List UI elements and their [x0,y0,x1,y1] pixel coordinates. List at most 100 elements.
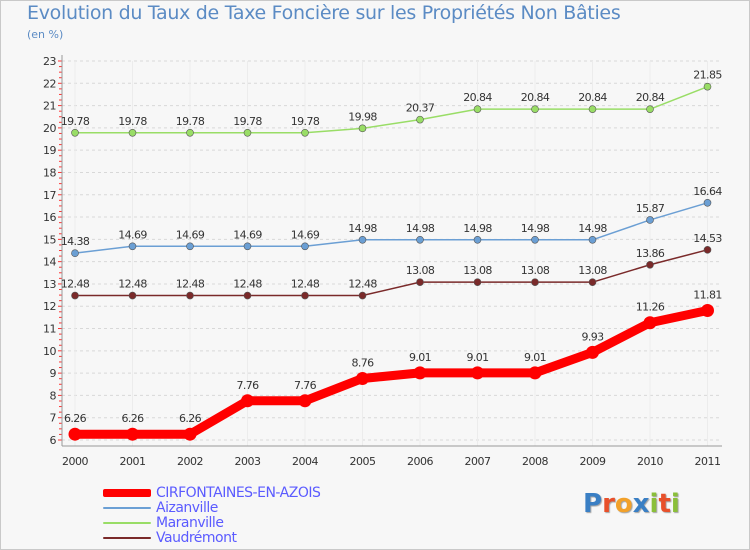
x-tick-label: 2003 [235,455,261,468]
y-tick-label: 16 [43,211,56,224]
y-tick-label: 14 [43,256,56,269]
data-point [358,291,367,300]
logo-letter: x [632,489,650,519]
data-label: 14.53 [693,232,722,245]
data-label: 6.26 [179,412,202,425]
y-tick-label: 6 [50,434,57,447]
legend-label: Maranville [156,515,224,531]
data-point [186,128,194,137]
data-point [128,242,137,251]
x-tick-label: 2002 [177,455,203,468]
data-point [473,105,482,113]
data-label: 20.84 [463,91,492,104]
logo-letter: i [670,489,680,519]
data-point [71,291,79,300]
data-label: 14.69 [233,228,262,241]
data-label: 14.98 [348,222,377,235]
y-tick-label: 10 [43,345,56,358]
data-label: 12.48 [118,278,147,291]
data-label: 14.69 [176,228,205,241]
x-tick-label: 2000 [62,455,88,468]
data-point [301,128,309,137]
data-label: 9.01 [409,351,431,364]
data-point [646,260,654,269]
data-label: 14.69 [118,228,147,241]
data-point [243,291,252,300]
data-label: 14.98 [578,222,607,235]
data-label: 12.48 [233,278,262,291]
series [68,82,714,441]
y-tick-label: 20 [43,122,56,135]
data-point [531,278,539,286]
y-tick-label: 23 [43,55,56,68]
x-tick-label: 2007 [465,455,491,468]
series-line-aizanville [74,202,709,254]
series-line-maranville [74,85,709,134]
logo-letter: t [658,489,671,519]
y-tick-label: 19 [43,144,56,157]
data-point [531,105,539,113]
data-labels: 6.26 6.26 6.26 7.76 7.76 8.76 9.01 9.01 9.01 9.93… [61,69,723,426]
data-label: 20.84 [521,91,550,104]
x-tick-label: 2001 [120,455,146,468]
data-point [356,371,369,385]
data-point [413,366,427,380]
data-point [128,291,137,300]
chart-title: Evolution du Taux de Taxe Foncière sur l… [27,2,621,24]
data-point [643,316,657,330]
data-point [358,235,367,244]
data-point [71,128,79,137]
y-tick-label: 8 [50,389,57,402]
legend-swatch [103,537,151,539]
data-point [528,366,542,380]
data-label: 9.01 [466,351,488,364]
data-point [588,235,597,244]
data-point [416,115,424,124]
data-label: 12.48 [176,278,205,291]
x-tick-label: 2004 [292,455,318,468]
data-label: 14.98 [406,222,435,235]
proxiti-logo: Proxiti [583,489,680,519]
data-point [186,291,194,300]
data-point [473,235,482,244]
x-tick-label: 2008 [522,455,548,468]
data-point [183,427,197,441]
data-label: 8.76 [351,356,374,369]
data-label: 19.98 [348,110,377,123]
data-label: 16.64 [693,185,722,198]
series-line-cirfontaines-en-azois [70,305,712,439]
y-tick-label: 18 [43,166,56,179]
data-label: 14.69 [291,228,320,241]
data-point [473,278,482,286]
data-point [243,242,252,251]
data-label: 7.76 [236,379,259,392]
y-tick-label: 21 [43,100,56,113]
legend-swatch [103,522,151,524]
logo-letter: r [602,489,615,519]
y-tick-label: 15 [43,233,56,246]
data-point [298,394,312,408]
data-label: 9.93 [581,330,604,343]
x-tick-label: 2010 [637,455,663,468]
x-tick-label: 2011 [695,455,721,468]
data-label: 7.76 [294,379,317,392]
data-point [646,105,654,113]
data-label: 20.84 [636,91,665,104]
logo-letter: i [649,489,659,519]
data-point [68,427,82,441]
y-tick-label: 7 [50,412,57,425]
data-point [301,291,309,300]
legend-label: Aizanville [156,500,218,516]
logo-letter: P [583,489,603,519]
axes: 6 7 8 9 10 11 12 13 14 15 16 17 18 19 20 21 22 23 2000 2001… [43,55,722,468]
data-label: 19.78 [61,115,90,128]
legend-swatch [103,489,151,497]
data-point [416,235,424,244]
y-tick-label: 12 [43,300,56,313]
legend-label: CIRFONTAINES-EN-AZOIS [156,485,321,501]
data-label: 13.08 [521,264,550,277]
data-label: 12.48 [291,278,320,291]
y-tick-label: 9 [50,367,57,380]
data-label: 19.78 [291,115,320,128]
